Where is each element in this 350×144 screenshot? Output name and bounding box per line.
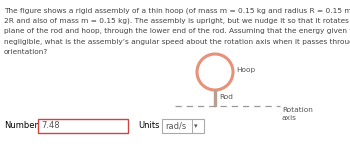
Text: Rotation
axis: Rotation axis — [282, 107, 313, 121]
Text: orientation?: orientation? — [4, 49, 48, 55]
Text: Units: Units — [138, 122, 160, 130]
Text: The figure shows a rigid assembly of a thin hoop (of mass m = 0.15 kg and radius: The figure shows a rigid assembly of a t… — [4, 7, 350, 14]
Text: 2R and also of mass m = 0.15 kg). The assembly is upright, but we nudge it so th: 2R and also of mass m = 0.15 kg). The as… — [4, 18, 350, 24]
Text: Rod: Rod — [219, 94, 233, 100]
Bar — [214, 90, 216, 106]
FancyBboxPatch shape — [162, 119, 204, 133]
Text: Hoop: Hoop — [236, 67, 255, 73]
Text: negligible, what is the assembly’s angular speed about the rotation axis when it: negligible, what is the assembly’s angul… — [4, 38, 350, 45]
Text: plane of the rod and hoop, through the lower end of the rod. Assuming that the e: plane of the rod and hoop, through the l… — [4, 28, 350, 34]
Text: ▾: ▾ — [194, 123, 197, 129]
Text: 7.48: 7.48 — [41, 122, 60, 130]
Text: rad/s: rad/s — [165, 122, 186, 130]
Text: Number: Number — [4, 122, 38, 130]
FancyBboxPatch shape — [38, 119, 128, 133]
